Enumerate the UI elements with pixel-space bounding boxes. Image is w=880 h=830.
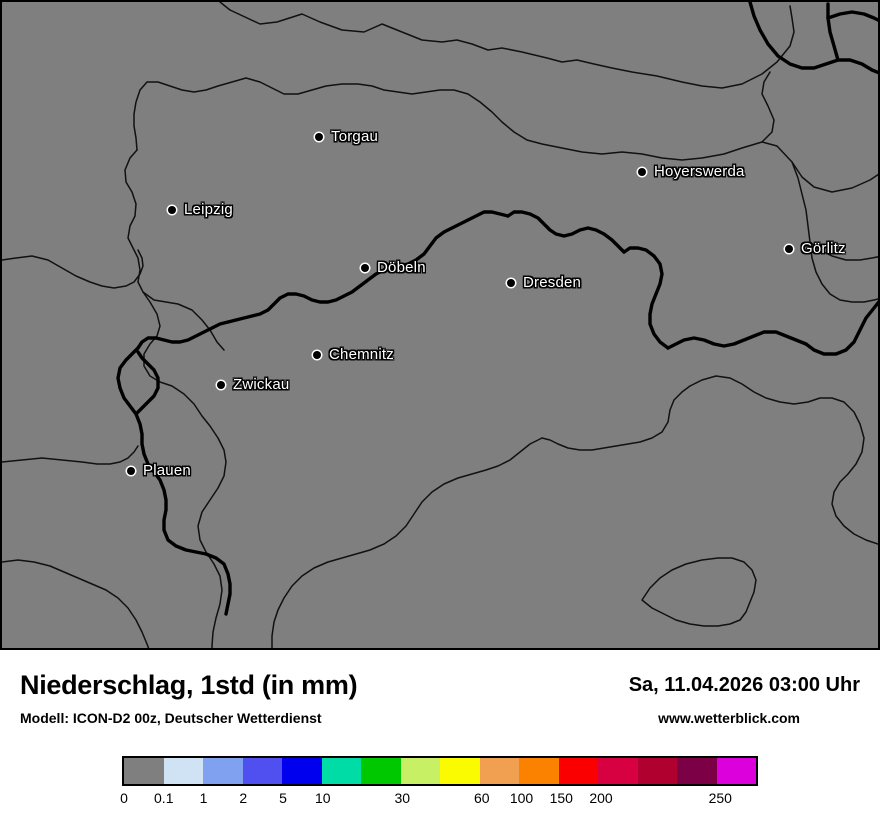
model-subtitle: Modell: ICON-D2 00z, Deutscher Wetterdie… — [20, 710, 322, 726]
colorbar-tick: 100 — [509, 790, 534, 806]
city-label: Görlitz — [801, 240, 846, 257]
website-label: www.wetterblick.com — [658, 710, 800, 726]
city-marker-dresden[interactable]: Dresden — [507, 274, 581, 291]
city-marker-doebeln[interactable]: Döbeln — [361, 259, 426, 276]
colorbar-tick: 1 — [199, 790, 208, 806]
colorbar-tick: 200 — [589, 790, 613, 806]
city-dot-icon — [315, 132, 323, 141]
city-marker-leipzig[interactable]: Leipzig — [168, 201, 233, 218]
colorbar-segment — [163, 758, 203, 784]
colorbar-tick: 10 — [314, 790, 331, 806]
city-dot-icon — [785, 244, 793, 253]
colorbar-segment — [321, 758, 361, 784]
city-dot-icon — [507, 278, 515, 287]
map-boundaries-svg — [2, 2, 878, 648]
city-label: Plauen — [143, 462, 191, 479]
colorbar-segment — [479, 758, 519, 784]
city-dot-icon — [168, 205, 176, 214]
colorbar-segment — [361, 758, 401, 784]
city-label: Leipzig — [184, 201, 233, 218]
colorbar-segment — [637, 758, 677, 784]
colorbar-tick-labels: 0 0.1 1 2 5 10 30 60 100 150 200 250 — [0, 790, 880, 816]
colorbar-tick: 60 — [473, 790, 490, 806]
colorbar-segment — [400, 758, 440, 784]
city-marker-torgau[interactable]: Torgau — [315, 128, 378, 145]
colorbar-segment — [598, 758, 638, 784]
colorbar-segment — [519, 758, 559, 784]
city-label: Zwickau — [233, 376, 290, 393]
colorbar-segment — [677, 758, 717, 784]
colorbar-segment — [716, 758, 756, 784]
city-label: Dresden — [523, 274, 582, 291]
city-dot-icon — [217, 380, 225, 389]
region-border-lines — [2, 2, 878, 648]
colorbar-segment — [203, 758, 243, 784]
colorbar-tick: 250 — [708, 790, 732, 806]
colorbar-tick: 5 — [279, 790, 287, 806]
city-label: Döbeln — [377, 259, 426, 276]
colorbar-tick: 150 — [549, 790, 573, 806]
precipitation-colorbar — [122, 756, 758, 786]
city-marker-zwickau[interactable]: Zwickau — [217, 376, 289, 393]
colorbar-segment — [124, 758, 164, 784]
colorbar-segment — [440, 758, 480, 784]
page-title: Niederschlag, 1std (in mm) — [20, 670, 358, 700]
city-marker-plauen[interactable]: Plauen — [127, 462, 191, 479]
city-marker-hoyerswerda[interactable]: Hoyerswerda — [638, 163, 745, 180]
city-label: Hoyerswerda — [654, 163, 745, 180]
valid-time-label: Sa, 11.04.2026 03:00 Uhr — [628, 674, 860, 696]
city-label: Chemnitz — [329, 346, 394, 363]
colorbar-segment — [282, 758, 322, 784]
city-dot-icon — [313, 350, 321, 359]
city-dot-icon — [361, 263, 369, 272]
colorbar-segment — [558, 758, 598, 784]
colorbar-tick: 0.1 — [154, 790, 174, 806]
city-dot-icon — [127, 466, 135, 475]
colorbar-tick: 0 — [120, 790, 128, 806]
country-border-line — [116, 2, 878, 616]
city-marker-goerlitz[interactable]: Görlitz — [785, 240, 846, 257]
city-marker-chemnitz[interactable]: Chemnitz — [313, 346, 394, 363]
colorbar-tick: 30 — [394, 790, 411, 806]
precipitation-map[interactable]: Torgau Hoyerswerda Leipzig Görlitz Döbel… — [0, 0, 880, 650]
city-label: Torgau — [331, 128, 379, 145]
caption-area: Niederschlag, 1std (in mm) Modell: ICON-… — [0, 650, 880, 830]
colorbar-tick: 2 — [239, 790, 248, 806]
colorbar-segment — [242, 758, 282, 784]
city-dot-icon — [638, 167, 646, 176]
